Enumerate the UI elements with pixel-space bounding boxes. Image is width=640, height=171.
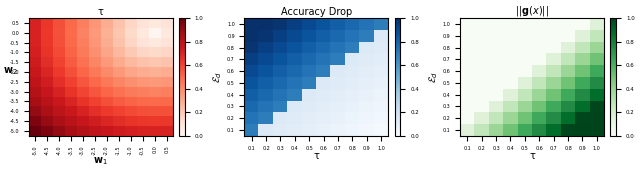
Y-axis label: $\mathbf{w}_2$: $\mathbf{w}_2$ <box>3 65 17 77</box>
Y-axis label: $\mathcal{E}_d$: $\mathcal{E}_d$ <box>427 71 440 83</box>
Title: Accuracy Drop: Accuracy Drop <box>281 7 352 17</box>
Title: τ: τ <box>98 7 104 17</box>
Title: $||\mathbf{g}(x)||$: $||\mathbf{g}(x)||$ <box>515 4 549 18</box>
X-axis label: τ: τ <box>529 150 535 161</box>
X-axis label: $\mathbf{w}_1$: $\mathbf{w}_1$ <box>93 155 108 167</box>
Y-axis label: $\mathcal{E}_d$: $\mathcal{E}_d$ <box>211 71 224 83</box>
X-axis label: τ: τ <box>314 150 319 161</box>
